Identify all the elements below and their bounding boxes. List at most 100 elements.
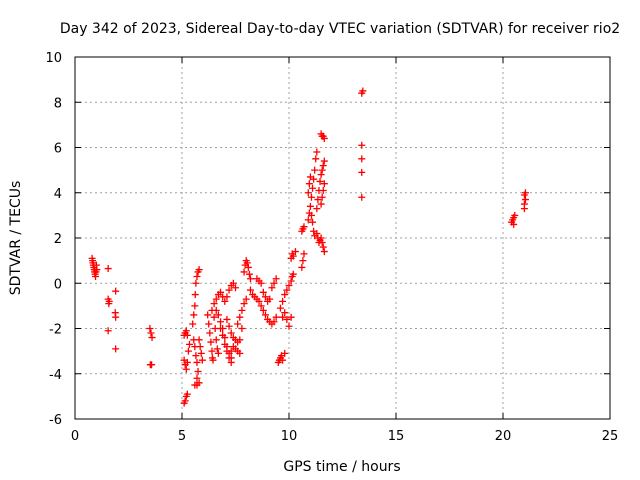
data-point xyxy=(320,248,328,256)
data-point xyxy=(309,184,317,192)
data-point xyxy=(195,336,203,344)
data-point xyxy=(318,239,326,247)
data-point xyxy=(193,272,201,280)
data-point xyxy=(229,279,237,287)
data-point xyxy=(279,356,287,364)
data-point xyxy=(521,189,529,197)
data-point xyxy=(359,87,367,95)
data-point xyxy=(182,327,190,335)
data-point xyxy=(148,361,156,369)
data-point xyxy=(316,177,324,185)
data-point xyxy=(183,358,191,366)
data-point xyxy=(197,349,205,357)
plot-frame xyxy=(74,56,611,420)
x-tick-label: 5 xyxy=(178,429,186,444)
y-axis-label: SDTVAR / TECUs xyxy=(8,181,24,296)
data-point xyxy=(312,155,320,163)
data-point xyxy=(318,166,326,174)
data-point xyxy=(225,354,233,362)
data-point xyxy=(214,311,222,319)
data-point xyxy=(195,266,203,274)
data-point xyxy=(148,334,156,342)
data-point xyxy=(279,297,287,305)
data-point xyxy=(204,311,212,319)
data-point xyxy=(313,205,321,213)
y-tick-label: 0 xyxy=(54,277,62,292)
data-point xyxy=(227,358,235,366)
data-point xyxy=(181,397,189,405)
data-point xyxy=(206,329,214,337)
data-point xyxy=(225,286,233,294)
y-tick-label: 6 xyxy=(54,142,62,157)
data-point xyxy=(281,291,289,299)
data-point xyxy=(238,306,246,314)
data-point xyxy=(183,390,191,398)
data-point xyxy=(283,315,291,323)
data-point xyxy=(299,257,307,265)
data-point xyxy=(311,166,319,174)
data-point xyxy=(192,279,200,287)
data-point xyxy=(240,300,248,308)
data-point xyxy=(213,345,221,353)
data-point xyxy=(317,234,325,242)
data-point xyxy=(244,263,252,271)
data-point xyxy=(285,322,293,330)
data-point xyxy=(184,347,192,355)
data-point xyxy=(287,277,295,285)
data-point xyxy=(219,331,227,339)
data-point xyxy=(272,313,280,321)
data-point xyxy=(259,288,267,296)
data-point xyxy=(104,265,112,273)
data-point xyxy=(193,358,201,366)
data-point xyxy=(283,286,291,294)
data-point xyxy=(298,263,306,271)
data-point xyxy=(320,180,328,188)
data-point xyxy=(236,313,244,321)
data-point xyxy=(305,180,313,188)
data-point xyxy=(212,336,220,344)
data-point xyxy=(227,329,235,337)
data-point xyxy=(314,196,322,204)
data-point xyxy=(317,200,325,208)
data-point xyxy=(236,349,244,357)
data-point xyxy=(257,279,265,287)
data-point xyxy=(266,295,274,303)
data-point xyxy=(304,216,312,224)
chart-title: Day 342 of 2023, Sidereal Day-to-day VTE… xyxy=(60,21,620,37)
data-point xyxy=(112,287,120,295)
data-point xyxy=(272,275,280,283)
data-point xyxy=(147,329,155,337)
data-point xyxy=(511,211,519,219)
data-point xyxy=(510,220,518,228)
data-point xyxy=(112,313,120,321)
data-point xyxy=(209,356,217,364)
x-tick-label: 15 xyxy=(388,429,405,444)
data-point xyxy=(358,193,366,201)
data-point xyxy=(194,367,202,375)
data-point xyxy=(242,295,250,303)
data-point xyxy=(319,186,327,194)
data-point xyxy=(240,268,248,276)
data-point xyxy=(285,282,293,290)
data-point xyxy=(521,196,529,204)
data-point xyxy=(221,340,229,348)
data-point xyxy=(300,223,308,231)
data-point xyxy=(318,193,326,201)
y-tick-label: -6 xyxy=(49,413,62,428)
data-point xyxy=(195,379,203,387)
data-point xyxy=(281,349,289,357)
x-tick-label: 20 xyxy=(495,429,512,444)
data-point xyxy=(217,288,225,296)
data-point xyxy=(270,318,278,326)
data-point xyxy=(313,148,321,156)
data-point xyxy=(191,291,199,299)
y-tick-label: 2 xyxy=(54,232,62,247)
data-point xyxy=(306,173,314,181)
data-point xyxy=(319,243,327,251)
y-tick-label: -2 xyxy=(49,323,62,338)
data-point xyxy=(93,266,101,274)
data-point xyxy=(217,318,225,326)
data-point xyxy=(217,325,225,332)
data-point xyxy=(223,293,231,301)
